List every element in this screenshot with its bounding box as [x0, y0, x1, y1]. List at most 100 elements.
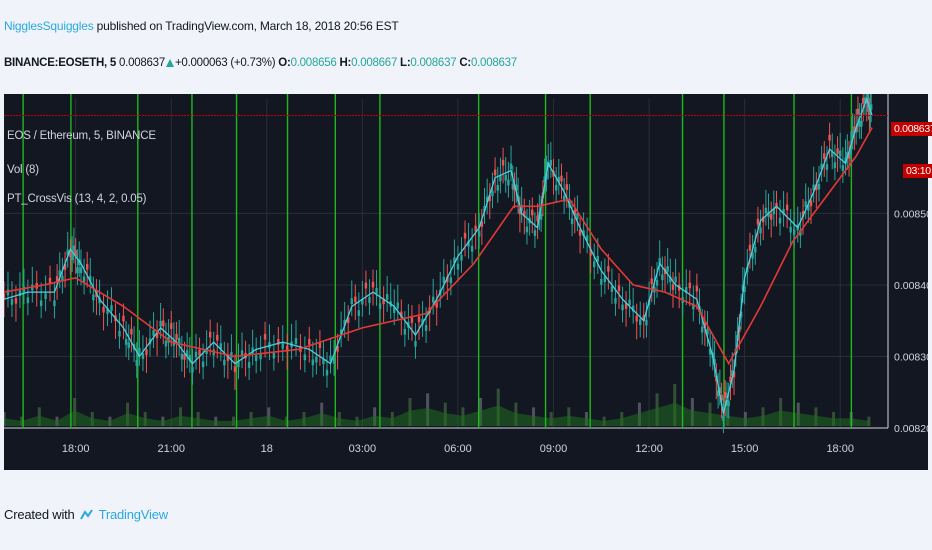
candle-body	[851, 131, 854, 138]
close-value: 0.008637	[470, 57, 517, 69]
candle-body	[603, 276, 607, 283]
candle-body	[456, 263, 460, 270]
x-tick-label: 18	[261, 443, 273, 455]
candle-body	[251, 347, 254, 354]
candle-body	[368, 297, 371, 303]
candle-body	[102, 306, 105, 313]
candle-body	[518, 208, 522, 215]
candle-body	[767, 211, 770, 218]
candle-body	[531, 209, 534, 216]
candle-body	[446, 276, 449, 283]
candle-body	[449, 277, 453, 284]
candle-body	[44, 293, 47, 300]
candle-body	[285, 346, 289, 352]
tradingview-brand[interactable]: TradingView	[98, 507, 169, 522]
candle-body	[70, 254, 74, 260]
candle-body	[576, 213, 579, 220]
candle-body	[685, 287, 688, 293]
x-tick-label: 18:00	[62, 443, 90, 455]
author-link[interactable]: NigglesSquiggles	[4, 19, 94, 33]
candle-body	[294, 338, 298, 344]
candle-body	[343, 319, 346, 326]
candle-body	[549, 159, 553, 166]
candle-body	[226, 355, 230, 361]
series-close-line	[4, 97, 873, 414]
candle-body	[82, 276, 86, 283]
candle-body	[718, 387, 722, 394]
candle-body	[53, 300, 56, 307]
x-tick-label: 18:00	[826, 443, 854, 455]
candle-body	[92, 294, 95, 301]
candle-body	[155, 332, 159, 339]
candle-body	[410, 317, 414, 323]
candle-body	[523, 210, 526, 217]
symbol-label: BINANCE:EOSETH, 5	[4, 57, 117, 69]
candle-body	[720, 394, 723, 401]
candle-body	[666, 265, 669, 272]
quote-line: BINANCE:EOSETH, 5 0.008637 +0.000063 (+0.…	[4, 57, 517, 69]
candle-body	[642, 315, 645, 321]
candle-body	[801, 211, 805, 217]
candle-body	[480, 221, 484, 227]
tradingview-logo-icon	[79, 508, 93, 519]
candle-body	[417, 316, 421, 323]
candle-body	[254, 355, 258, 361]
chart-panel[interactable]: 0.008200 0.008300 0.008400 0.008500 18:00 21:…	[4, 94, 932, 470]
candle-body	[754, 246, 757, 253]
y-tick-label: 0.008400	[894, 280, 928, 292]
candle-body	[493, 169, 497, 176]
candle-body	[723, 392, 727, 398]
candle-body	[237, 361, 240, 368]
candle-body	[772, 208, 776, 215]
candle-body	[124, 339, 128, 345]
x-tick-label: 09:00	[540, 443, 568, 455]
candle-body	[596, 255, 599, 262]
candle-body	[240, 350, 244, 357]
candle-body	[453, 257, 456, 264]
candle-body	[339, 329, 343, 336]
up-triangle-icon	[165, 59, 174, 67]
candle-body	[110, 305, 113, 311]
candle-body	[329, 355, 332, 362]
candle-body	[499, 175, 502, 182]
y-tick-label: 0.008300	[894, 351, 928, 363]
candle-body	[205, 348, 208, 354]
candle-body	[862, 97, 865, 104]
candle-body	[533, 230, 537, 236]
x-tick-label: 21:00	[157, 443, 185, 455]
candle-body	[674, 276, 677, 283]
candle-body	[539, 213, 543, 220]
candle-body	[729, 376, 732, 383]
candle-body	[361, 298, 364, 305]
candle-body	[223, 359, 226, 366]
candle-body	[496, 184, 499, 191]
countdown-tag: 03:10	[903, 164, 932, 178]
candle-body	[688, 282, 691, 289]
price-chart[interactable]: 0.008200 0.008300 0.008400 0.008500 18:00 21:…	[4, 94, 928, 470]
candle-body	[831, 151, 834, 158]
candle-body	[424, 325, 428, 331]
candle-body	[703, 322, 707, 329]
candle-body	[607, 265, 610, 272]
candle-body	[180, 353, 184, 360]
candle-body	[403, 328, 407, 335]
x-tick-label: 06:00	[444, 443, 472, 455]
candle-body	[247, 362, 251, 368]
candle-body	[26, 297, 30, 304]
candle-body	[483, 205, 486, 212]
candle-body	[525, 226, 529, 233]
candle-body	[617, 285, 621, 292]
y-tick-label: 0.008200	[894, 423, 928, 435]
candle-body	[6, 289, 10, 296]
candle-body	[869, 110, 872, 117]
candle-body	[127, 342, 130, 348]
candle-body	[162, 320, 165, 327]
candle-body	[178, 337, 181, 344]
candle-body	[793, 229, 796, 235]
candle-body	[849, 148, 853, 155]
candle-body	[621, 304, 624, 311]
candle-body	[628, 299, 631, 306]
candle-body	[118, 330, 121, 337]
volume-ma-area	[4, 402, 869, 426]
candle-body	[474, 225, 477, 232]
